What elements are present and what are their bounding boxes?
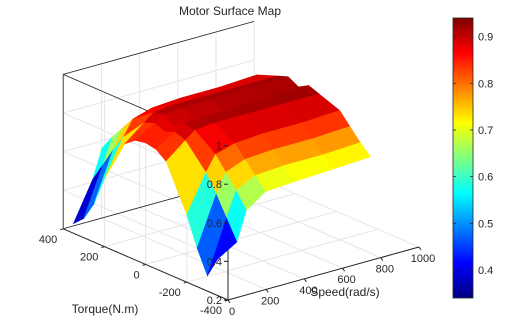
floor-gridline-y bbox=[145, 210, 337, 265]
y-tick-label: -400 bbox=[200, 305, 222, 317]
surface-plot bbox=[72, 74, 371, 277]
y-axis-label: Torque(N.m) bbox=[72, 302, 139, 316]
colorbar-tick-label: 0.5 bbox=[478, 218, 493, 230]
x-tick-mark bbox=[418, 246, 422, 251]
x-tick-mark bbox=[303, 278, 307, 283]
y-tick-mark bbox=[101, 246, 105, 249]
y-tick-label: 400 bbox=[39, 234, 57, 246]
x-tick-label: 200 bbox=[261, 295, 279, 307]
surface-patch bbox=[207, 217, 238, 276]
z-tick-label: 0.2 bbox=[207, 295, 222, 307]
y-tick-label: -200 bbox=[159, 287, 181, 299]
x-tick-mark bbox=[342, 267, 346, 272]
chart-title: Motor Surface Map bbox=[179, 4, 281, 18]
x-tick-label: 800 bbox=[376, 264, 394, 276]
colorbar-tick-label: 0.7 bbox=[478, 125, 493, 137]
colorbar-tick-label: 0.6 bbox=[478, 172, 493, 184]
colorbar-tick-label: 0.4 bbox=[478, 265, 493, 277]
x-tick-label: 0 bbox=[229, 306, 235, 318]
colorbar-tick-label: 0.9 bbox=[478, 32, 493, 44]
axis-ticks: 0 200 400 600 800 1000 -400 -200 0 200 400 0.2 0.4 0.… bbox=[39, 141, 435, 318]
x-tick-label: 600 bbox=[337, 274, 355, 286]
z-tick-label: 0.8 bbox=[207, 179, 222, 191]
x-tick-label: 400 bbox=[299, 285, 317, 297]
colorbar-tick-label: 0.8 bbox=[478, 78, 493, 90]
x-axis-line bbox=[227, 246, 420, 301]
x-tick-mark bbox=[227, 299, 231, 304]
x-tick-mark bbox=[265, 289, 269, 293]
floor-gridline-y bbox=[186, 228, 378, 283]
z-tick-label: 1 bbox=[216, 141, 222, 153]
x-tick-mark bbox=[380, 257, 384, 261]
y-tick-mark bbox=[142, 263, 146, 266]
box-edge bbox=[63, 21, 255, 75]
z-tick-label: 0.6 bbox=[207, 218, 222, 230]
y-tick-mark bbox=[183, 281, 187, 284]
x-axis-label: Speed(rad/s) bbox=[310, 285, 379, 299]
colorbar: 0.4 0.5 0.6 0.7 0.8 0.9 bbox=[452, 17, 493, 299]
z-tick-label: 0.4 bbox=[207, 256, 222, 268]
surface-patch bbox=[72, 164, 104, 225]
back-wall-gridline-z bbox=[63, 59, 255, 114]
x-tick-label: 1000 bbox=[411, 253, 435, 265]
y-tick-label: 0 bbox=[133, 269, 139, 281]
colorbar-gradient bbox=[452, 17, 474, 299]
y-tick-mark bbox=[60, 228, 64, 231]
y-tick-label: 200 bbox=[80, 252, 98, 264]
